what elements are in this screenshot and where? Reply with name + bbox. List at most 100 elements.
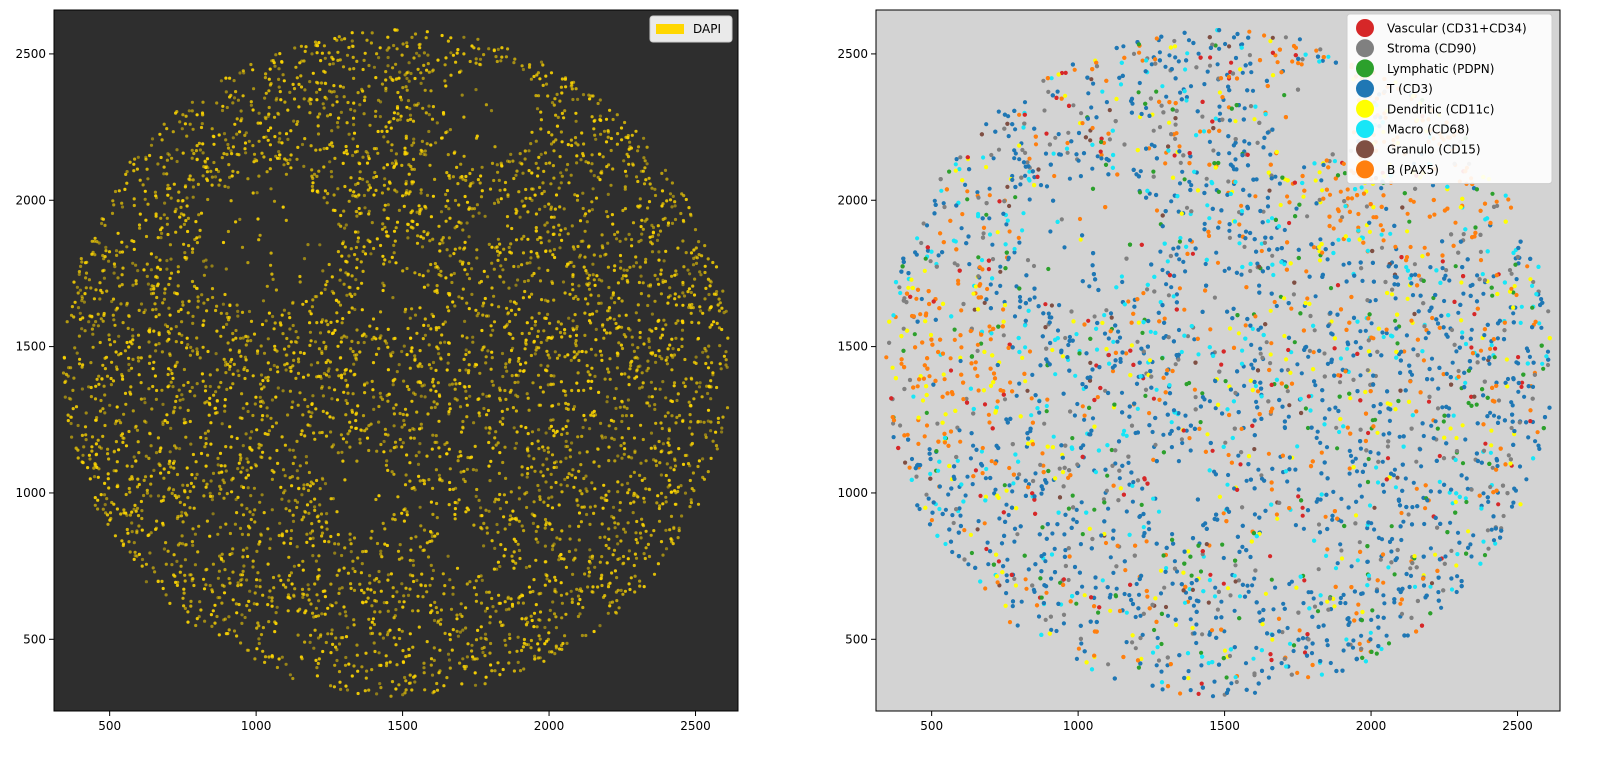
cell-point: [638, 197, 642, 201]
cell-point: [107, 486, 111, 490]
cell-point: [462, 115, 466, 119]
cell-point: [295, 122, 299, 126]
cell-point: [426, 412, 430, 416]
cell-point: [107, 333, 111, 337]
cell-point: [379, 310, 383, 314]
cell-point: [517, 486, 521, 490]
cell-point: [400, 511, 404, 515]
cell-point: [559, 483, 563, 487]
cell-point: [642, 342, 646, 346]
cell-point: [629, 361, 633, 365]
cell-point: [618, 239, 622, 243]
cell-point: [458, 259, 462, 263]
cell-point: [426, 231, 430, 235]
cell-point: [508, 650, 512, 654]
cell-point: [356, 691, 360, 696]
cell-point: [620, 138, 624, 142]
cell-point: [549, 205, 554, 209]
cell-point: [642, 156, 646, 160]
cell-point: [552, 542, 556, 546]
cell-point: [281, 332, 285, 336]
cell-point: [612, 548, 617, 552]
cell-point: [132, 203, 136, 208]
cell-point: [125, 340, 129, 345]
cell-point: [547, 496, 551, 500]
cell-point: [457, 203, 461, 207]
cell-point: [261, 414, 265, 418]
cell-point: [336, 125, 340, 129]
cell-point: [551, 600, 555, 604]
cell-point: [600, 555, 604, 559]
cell-point: [315, 321, 319, 325]
cell-point: [187, 177, 191, 181]
cell-point: [232, 629, 237, 633]
cell-point: [224, 360, 228, 364]
cell-point: [215, 411, 219, 415]
cell-point: [614, 387, 618, 391]
cell-point: [547, 521, 551, 525]
cell-point: [227, 367, 232, 371]
cell-point: [325, 279, 329, 284]
cell-point: [430, 609, 434, 613]
cell-point: [279, 98, 283, 102]
cell-point: [160, 388, 164, 392]
cell-point: [327, 330, 331, 334]
cell-point: [650, 250, 655, 254]
cell-point: [370, 668, 374, 672]
cell-point: [364, 150, 368, 154]
cell-point: [178, 406, 182, 410]
cell-point: [336, 344, 340, 348]
cell-point: [477, 47, 481, 51]
cell-point: [528, 196, 532, 200]
cell-point: [512, 61, 516, 65]
cell-point: [520, 64, 524, 68]
cell-point: [266, 562, 270, 566]
cell-point: [379, 589, 383, 593]
cell-point: [632, 349, 637, 353]
cell-point: [670, 414, 674, 418]
cell-point: [288, 389, 292, 393]
cell-point: [245, 604, 249, 608]
cell-point: [420, 364, 424, 369]
cell-point: [325, 527, 329, 531]
cell-point: [352, 190, 356, 194]
cell-point: [644, 529, 648, 533]
cell-point: [651, 351, 655, 355]
cell-point: [423, 205, 427, 209]
cell-point: [195, 144, 199, 148]
cell-point: [615, 534, 619, 539]
cell-point: [190, 473, 194, 477]
cell-point: [513, 57, 517, 61]
cell-point: [392, 164, 396, 168]
cell-point: [341, 85, 345, 89]
cell-point: [115, 460, 119, 464]
cell-point: [403, 691, 407, 695]
cell-point: [418, 306, 422, 310]
cell-point: [642, 500, 647, 504]
cell-point: [221, 325, 226, 329]
cell-point: [539, 236, 543, 240]
cell-point: [698, 270, 702, 274]
cell-point: [642, 136, 646, 140]
cell-point: [328, 603, 333, 607]
cell-point: [392, 412, 396, 416]
cell-point: [508, 522, 512, 527]
cell-point: [712, 320, 716, 324]
cell-point: [660, 357, 664, 361]
cell-point: [120, 432, 125, 436]
cell-point: [570, 83, 574, 87]
cell-point: [517, 519, 521, 523]
cell-point: [303, 640, 307, 644]
cell-point: [309, 602, 313, 606]
cell-point: [657, 258, 661, 262]
cell-point: [619, 259, 623, 263]
cell-point: [529, 250, 533, 254]
cell-point: [261, 401, 266, 405]
cell-point: [571, 319, 575, 323]
cell-point: [365, 436, 370, 440]
cell-point: [436, 58, 440, 62]
cell-point: [405, 41, 409, 45]
cell-point: [159, 216, 163, 220]
cell-point: [223, 398, 227, 402]
cell-point: [329, 170, 333, 174]
